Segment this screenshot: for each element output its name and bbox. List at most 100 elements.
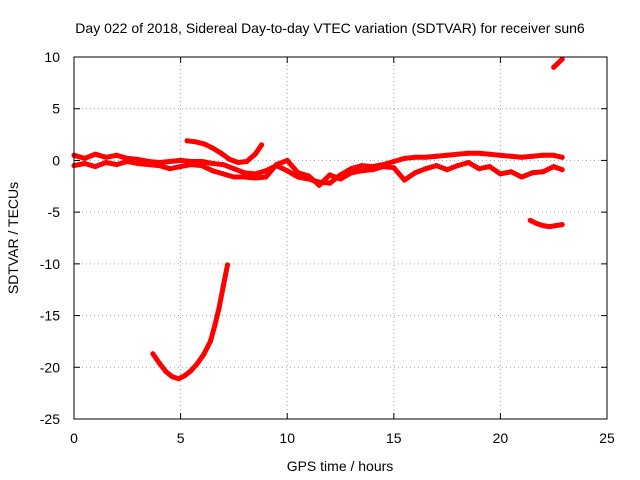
data-point <box>135 156 141 162</box>
data-point <box>423 154 429 160</box>
data-point <box>150 351 156 357</box>
data-point <box>402 177 407 183</box>
data-point <box>391 159 397 164</box>
data-point <box>114 152 120 158</box>
data-point <box>274 162 279 168</box>
data-point <box>210 145 216 151</box>
x-tick-label: 5 <box>177 430 185 446</box>
data-point <box>244 159 250 164</box>
data-point <box>227 156 233 162</box>
data-point <box>231 166 237 172</box>
data-point <box>534 221 540 226</box>
data-point <box>284 157 290 163</box>
data-point <box>176 376 181 382</box>
data-point <box>146 162 152 168</box>
data-point <box>225 262 230 268</box>
data-point <box>124 159 130 164</box>
data-point <box>540 152 546 158</box>
data-point <box>476 166 482 172</box>
y-tick-label: -25 <box>40 411 60 427</box>
data-point <box>295 170 301 176</box>
data-point <box>551 64 557 70</box>
data-point <box>114 162 120 168</box>
data-point <box>199 163 205 169</box>
data-point <box>188 367 194 373</box>
data-point <box>338 176 343 182</box>
data-point <box>559 56 565 62</box>
data-point <box>316 182 322 188</box>
data-point <box>252 151 258 157</box>
data-point <box>551 152 557 158</box>
data-point <box>231 174 237 180</box>
x-tick-label: 15 <box>386 430 402 446</box>
data-point <box>412 154 418 160</box>
data-point <box>433 163 439 169</box>
y-tick-label: -5 <box>48 204 61 220</box>
series-group <box>71 56 565 382</box>
x-axis: 0 5 10 15 20 25 <box>70 57 615 446</box>
series-line <box>184 138 265 165</box>
data-point <box>455 151 461 157</box>
data-point <box>465 160 471 165</box>
data-point <box>497 152 503 158</box>
data-point <box>92 164 98 170</box>
series-late-segment <box>527 217 565 230</box>
data-point <box>508 169 514 175</box>
data-point <box>433 153 439 159</box>
data-point <box>163 368 169 374</box>
data-point <box>412 170 418 176</box>
data-point <box>235 160 241 165</box>
data-point <box>476 150 482 156</box>
data-point <box>242 170 248 176</box>
data-point <box>169 374 175 380</box>
data-point <box>327 172 333 178</box>
data-point <box>188 162 194 168</box>
data-point <box>444 152 450 158</box>
data-point <box>380 164 386 170</box>
data-point <box>156 163 162 169</box>
data-point <box>212 323 218 329</box>
data-point <box>540 223 546 229</box>
series-top-segment <box>551 56 565 70</box>
data-point <box>242 174 248 180</box>
data-point <box>193 139 198 145</box>
data-point <box>327 180 333 186</box>
data-point <box>529 170 535 176</box>
data-point <box>497 171 503 177</box>
data-point <box>359 163 365 169</box>
data-point <box>252 171 258 177</box>
data-point <box>220 162 226 168</box>
data-point <box>135 161 141 166</box>
data-point <box>546 224 552 230</box>
data-point <box>195 360 201 366</box>
data-point <box>252 175 258 181</box>
data-point <box>220 171 226 177</box>
data-point <box>82 155 88 161</box>
data-point <box>263 174 269 180</box>
data-point <box>218 150 224 156</box>
data-point <box>529 153 535 159</box>
data-point <box>553 223 559 229</box>
data-point <box>259 142 265 148</box>
data-point <box>559 154 565 160</box>
data-point <box>455 163 461 169</box>
data-point <box>216 305 222 311</box>
y-axis: -25 -20 -15 -10 -5 0 5 10 <box>40 49 607 427</box>
data-point <box>199 159 205 164</box>
data-point <box>167 166 173 172</box>
data-point <box>519 174 525 180</box>
data-point <box>519 154 525 160</box>
data-point <box>207 338 213 344</box>
data-point <box>465 150 471 156</box>
series-dip-curve <box>150 262 230 382</box>
y-axis-label: SDTVAR / TECUs <box>5 182 21 294</box>
data-point <box>184 138 190 144</box>
x-axis-label: GPS time / hours <box>287 458 394 474</box>
data-point <box>444 167 450 173</box>
data-point <box>540 169 546 175</box>
data-point <box>359 168 365 174</box>
data-point <box>182 373 188 379</box>
data-point <box>210 161 216 166</box>
plot-frame <box>73 56 608 420</box>
y-tick-label: -10 <box>40 256 60 272</box>
